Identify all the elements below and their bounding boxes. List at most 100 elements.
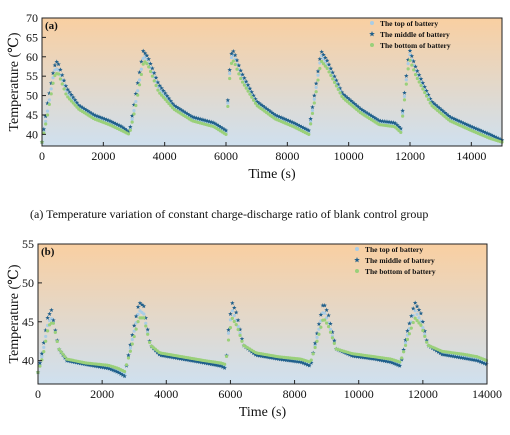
data-point <box>37 360 43 365</box>
data-point <box>145 327 150 332</box>
data-point <box>139 72 143 77</box>
data-point <box>410 63 414 67</box>
data-point <box>395 362 401 368</box>
data-point <box>253 96 258 102</box>
data-point <box>122 369 127 374</box>
data-point <box>494 135 499 140</box>
data-point <box>483 130 488 135</box>
data-point <box>122 126 128 131</box>
data-point <box>141 303 147 309</box>
x-axis-label: Time (s) <box>239 405 287 420</box>
data-point <box>398 126 404 131</box>
data-point <box>135 304 141 309</box>
data-point <box>139 302 145 307</box>
data-point <box>83 107 89 112</box>
data-point <box>44 119 48 124</box>
data-point <box>389 360 395 365</box>
data-point <box>442 110 448 115</box>
data-point <box>172 103 177 108</box>
data-point <box>228 71 232 76</box>
data-point <box>94 113 100 119</box>
data-point <box>258 102 264 107</box>
data-point <box>433 102 439 107</box>
data-point <box>425 340 429 344</box>
data-point <box>38 364 42 368</box>
data-point <box>159 85 164 91</box>
data-point <box>53 330 57 334</box>
data-point <box>73 103 77 107</box>
data-point <box>124 363 129 367</box>
data-point <box>312 97 316 101</box>
data-point <box>311 352 315 356</box>
x-tick-label: 8000 <box>283 387 307 401</box>
data-point <box>343 93 348 99</box>
x-axis-label: Time (s) <box>248 167 296 182</box>
data-point <box>308 360 314 365</box>
data-point <box>174 104 179 109</box>
data-point <box>228 311 233 316</box>
data-point <box>363 109 369 115</box>
data-point <box>393 361 399 367</box>
x-tick-label: 6000 <box>214 149 238 163</box>
data-point <box>43 113 48 119</box>
data-point <box>181 109 186 114</box>
data-point <box>446 113 451 118</box>
data-point <box>55 339 59 344</box>
data-point <box>409 53 415 59</box>
data-point <box>139 67 143 71</box>
x-tick-label: 2000 <box>91 149 115 163</box>
data-point <box>435 349 441 354</box>
data-point <box>328 321 333 326</box>
data-point <box>147 65 151 69</box>
data-point <box>240 80 245 84</box>
y-tick-label: 70 <box>26 11 38 25</box>
data-point <box>137 69 142 75</box>
data-point <box>313 81 319 86</box>
data-point <box>102 116 107 121</box>
data-point <box>334 78 339 83</box>
data-point <box>240 339 244 343</box>
data-point <box>310 111 315 116</box>
data-point <box>105 117 111 123</box>
data-point <box>51 317 56 323</box>
data-point <box>48 80 54 86</box>
data-point <box>216 123 221 128</box>
data-point <box>328 327 333 331</box>
data-point <box>59 72 65 78</box>
data-point <box>453 117 459 122</box>
data-point <box>264 106 269 111</box>
data-point <box>428 101 432 105</box>
data-point <box>402 94 407 98</box>
data-point <box>434 348 439 353</box>
data-point <box>235 67 239 71</box>
data-point <box>46 329 50 333</box>
data-point <box>230 300 235 306</box>
data-point <box>288 119 293 124</box>
data-point <box>72 97 78 102</box>
data-point <box>275 113 280 118</box>
data-point <box>421 328 425 333</box>
data-point <box>308 116 313 121</box>
data-point <box>61 78 67 83</box>
data-point <box>65 87 71 92</box>
data-point <box>175 105 181 110</box>
data-point <box>126 356 131 360</box>
panel-label: (a) <box>45 20 58 32</box>
data-point <box>228 326 233 330</box>
data-point <box>231 305 237 310</box>
data-point <box>497 136 503 142</box>
data-point <box>236 327 240 332</box>
data-point <box>409 326 413 330</box>
data-point <box>307 132 311 136</box>
data-point <box>301 360 306 366</box>
data-point <box>76 102 82 108</box>
data-point <box>329 73 333 78</box>
data-point <box>240 72 245 77</box>
data-point <box>78 104 83 109</box>
data-point <box>321 52 326 57</box>
data-point <box>310 108 315 112</box>
data-point <box>312 93 317 98</box>
x-tick-label: 10000 <box>334 149 364 163</box>
data-point <box>320 303 326 308</box>
data-point <box>318 66 322 71</box>
